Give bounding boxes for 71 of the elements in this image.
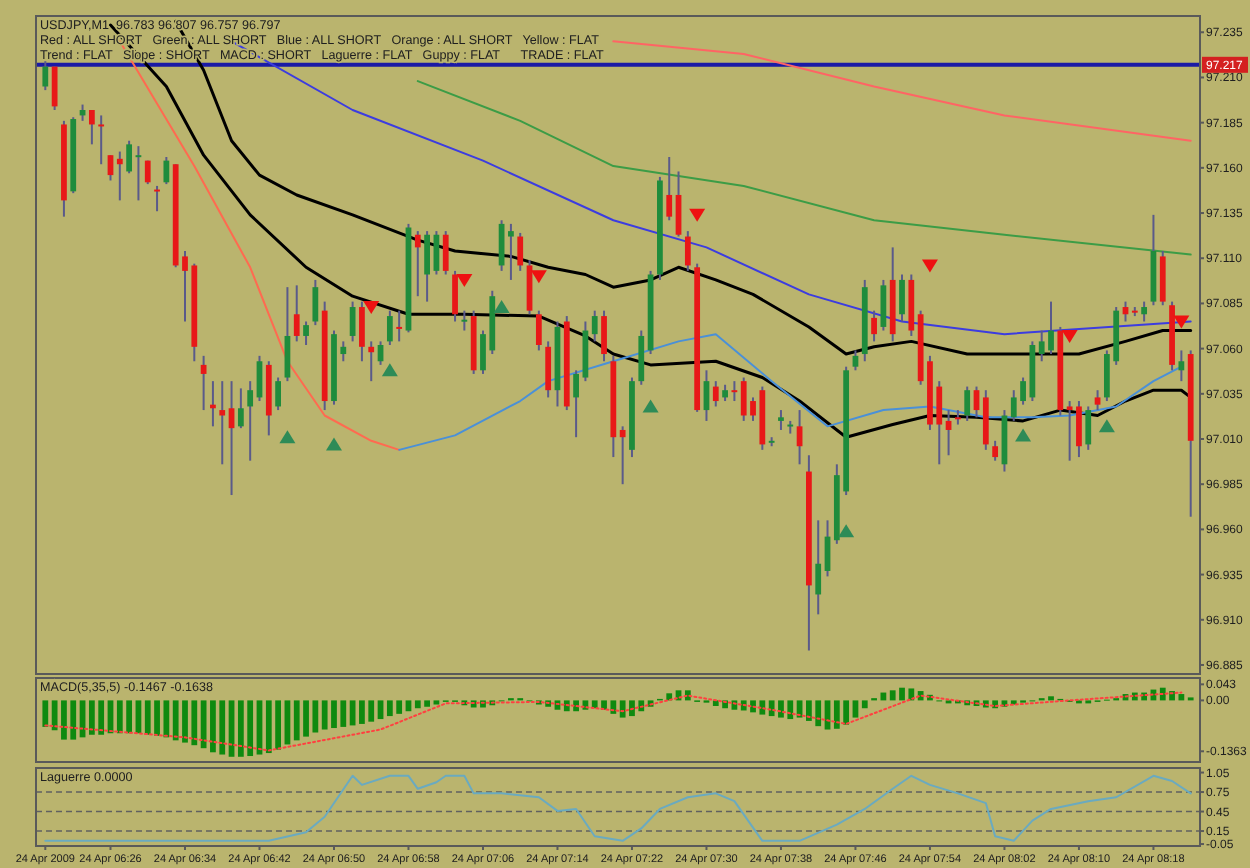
bar (861, 700, 868, 709)
candlestick (88, 109, 95, 146)
bar (42, 700, 49, 727)
candlestick (247, 380, 254, 462)
point (279, 430, 296, 444)
candlestick (666, 156, 673, 222)
candlestick (163, 156, 170, 186)
candlestick (51, 65, 58, 111)
candlestick (386, 309, 393, 346)
candlestick (1159, 250, 1166, 307)
candlestick (992, 439, 999, 462)
candlestick (601, 309, 607, 363)
candlestick (591, 309, 598, 343)
point (325, 437, 342, 451)
candlestick (1085, 405, 1092, 451)
candlestick (815, 519, 822, 616)
point (530, 270, 547, 284)
candlestick (1094, 389, 1101, 412)
candlestick (293, 284, 300, 343)
point (363, 301, 380, 315)
candlestick (303, 320, 309, 346)
point (921, 259, 938, 273)
candlestick (638, 329, 645, 386)
candlestick (98, 114, 105, 166)
candlestick (778, 409, 784, 431)
candlestick (200, 354, 207, 412)
candlestick (42, 60, 49, 92)
candlestick (964, 385, 971, 422)
candlestick (275, 376, 281, 412)
candlestick (545, 340, 552, 399)
candlestick (1141, 300, 1148, 323)
candlestick (461, 309, 468, 332)
point (456, 273, 473, 287)
point (1173, 315, 1190, 329)
candlestick (517, 231, 524, 272)
candlestick (982, 389, 989, 451)
candlestick (442, 230, 449, 276)
point (689, 208, 706, 222)
candlestick (312, 278, 319, 327)
candlestick (414, 230, 421, 298)
bar (852, 700, 859, 718)
candlestick (424, 230, 430, 303)
candlestick (508, 222, 514, 281)
candlestick (573, 369, 579, 439)
candlestick (368, 340, 375, 383)
point (642, 399, 659, 413)
candlestick (116, 150, 123, 202)
candlestick (535, 309, 542, 352)
point (381, 363, 398, 377)
candlestick (712, 380, 719, 408)
candlestick (237, 387, 244, 430)
candlestick (684, 230, 691, 272)
candlestick (871, 309, 877, 343)
candlestick (955, 409, 961, 426)
point (838, 524, 855, 538)
candlestick (619, 425, 626, 486)
candlestick (219, 380, 226, 466)
line-series (416, 80, 1192, 256)
candlestick (1178, 349, 1185, 383)
point (1061, 329, 1078, 343)
line-series (44, 691, 1183, 752)
candlestick (396, 309, 403, 343)
line-series (398, 333, 1183, 451)
point (1098, 419, 1115, 433)
candlestick (899, 273, 905, 323)
point (493, 300, 510, 314)
line-series (44, 774, 1192, 842)
candlestick (154, 184, 160, 213)
line-series (612, 40, 1192, 142)
candlestick (126, 139, 133, 175)
point (1015, 428, 1032, 442)
